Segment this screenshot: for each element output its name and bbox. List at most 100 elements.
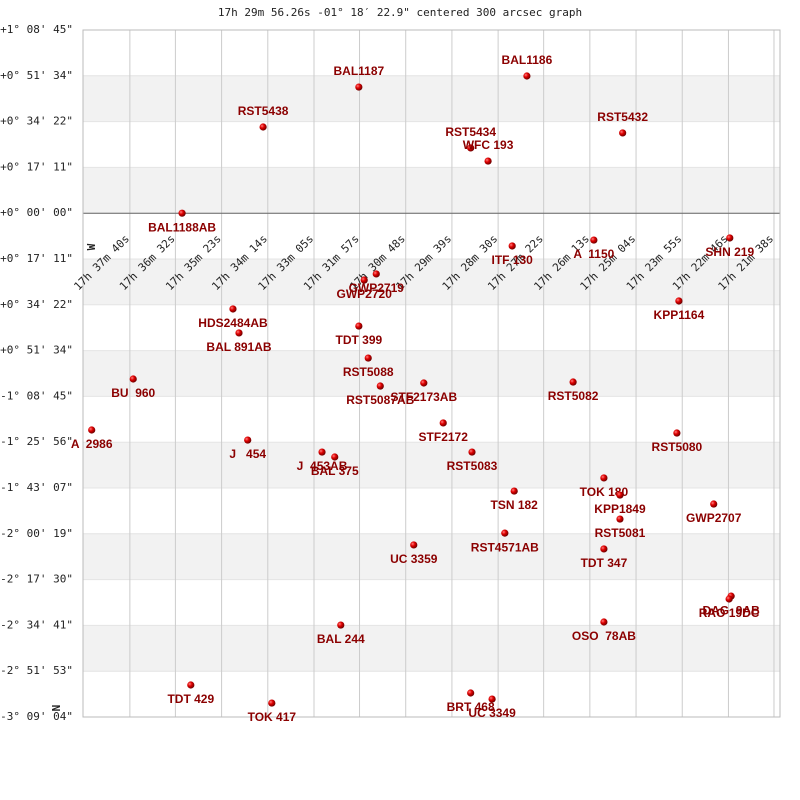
star-point — [523, 72, 531, 80]
y-tick-label: -3° 09' 04" — [0, 710, 73, 723]
star-label: TDT 399 — [336, 333, 383, 347]
bands — [83, 75, 780, 672]
star-label: KPP1164 — [654, 308, 705, 322]
band — [83, 533, 780, 580]
star-point — [178, 209, 186, 217]
star-label: RST5438 — [238, 104, 289, 118]
star-label: BRT 468 — [447, 700, 495, 714]
star-label: RST5088 — [343, 365, 394, 379]
star-label: A 2986 — [71, 437, 113, 451]
star-label: RST5081 — [595, 526, 646, 540]
star-point — [235, 329, 243, 337]
star-label: A 1150 — [573, 247, 614, 261]
star-point — [675, 297, 683, 305]
star-point — [187, 681, 195, 689]
star-label: UC 3359 — [390, 552, 438, 566]
star-point — [259, 123, 267, 131]
star-label: SHN 219 — [705, 245, 754, 259]
star-point — [355, 83, 363, 91]
star-point — [616, 491, 624, 499]
y-tick-label: -1° 25' 56" — [0, 435, 73, 448]
y-tick-label: -2° 51' 53" — [0, 664, 73, 677]
star-label: RST5082 — [548, 389, 599, 403]
star-point — [337, 621, 345, 629]
star-point — [360, 276, 368, 284]
star-point — [372, 270, 380, 278]
star-point — [467, 689, 475, 697]
west-label: W — [85, 243, 98, 250]
star-label: DAG 9AB — [702, 603, 760, 617]
star-point — [501, 529, 509, 537]
star-point — [88, 426, 96, 434]
band — [83, 167, 780, 214]
star-label: J 453AB — [297, 459, 348, 473]
y-tick-label: +1° 08' 45" — [0, 23, 73, 36]
star-label: RST5087AB — [346, 393, 414, 407]
y-tick-label: -2° 17' 30" — [0, 573, 73, 586]
star-label: ITF 130 — [492, 253, 534, 267]
star-point — [318, 448, 326, 456]
y-tick-label: +0° 34' 22" — [0, 298, 73, 311]
star-label: J 454 — [229, 447, 266, 461]
y-tick-label: -1° 08' 45" — [0, 389, 73, 402]
star-label: TDT 347 — [581, 556, 628, 570]
star-label: TOK 180 — [580, 485, 629, 499]
star-point — [600, 618, 608, 626]
plot-frame — [82, 29, 781, 718]
star-label: GWP2719 — [349, 281, 405, 295]
star-point — [710, 500, 718, 508]
star-label: HDS2484AB — [198, 316, 268, 330]
star-label: RST5432 — [597, 110, 648, 124]
star-point — [129, 375, 137, 383]
star-label: TSN 182 — [491, 498, 539, 512]
star-point — [590, 236, 598, 244]
star-label: BAL1187 — [334, 64, 385, 78]
star-point — [376, 382, 384, 390]
star-label: BAL1186 — [502, 53, 553, 67]
star-label: GWP2720 — [337, 287, 393, 301]
star-point — [331, 453, 339, 461]
star-label: TDT 429 — [167, 692, 214, 706]
star-label: BAL 891AB — [206, 340, 271, 354]
chart-title: 17h 29m 56.26s -01° 18′ 22.9" centered 3… — [218, 6, 582, 19]
star-label: BAL1188AB — [148, 220, 216, 234]
star-point — [600, 474, 608, 482]
star-point — [410, 541, 418, 549]
y-tick-label: +0° 51' 34" — [0, 344, 73, 357]
star-point — [726, 234, 734, 242]
y-tick-label: +0° 17' 11" — [0, 252, 73, 265]
star-label: GWP2707 — [686, 511, 742, 525]
star-label: WFC 193 — [463, 138, 514, 152]
y-tick-label: +0° 51' 34" — [0, 69, 73, 82]
star-label: STF2172 — [419, 430, 469, 444]
star-point — [510, 487, 518, 495]
band — [83, 625, 780, 672]
y-tick-label: -2° 34' 41" — [0, 618, 73, 631]
star-point — [229, 305, 237, 313]
star-point — [268, 699, 276, 707]
y-tick-label: -2° 00' 19" — [0, 527, 73, 540]
star-label: TOK 417 — [248, 710, 297, 724]
star-point — [600, 545, 608, 553]
star-point — [467, 144, 475, 152]
star-point — [673, 429, 681, 437]
star-point — [439, 419, 447, 427]
star-point — [355, 322, 363, 330]
star-label: RAO 19DC — [699, 606, 760, 620]
band — [83, 75, 780, 122]
y-tick-label: +0° 34' 22" — [0, 115, 73, 128]
star-point — [244, 436, 252, 444]
star-label: BAL 244 — [317, 632, 365, 646]
star-point — [364, 354, 372, 362]
star-point — [488, 695, 496, 703]
star-label: STF2173AB — [390, 390, 457, 404]
star-label: OSO 78AB — [572, 629, 636, 643]
star-label: UC 3349 — [468, 706, 516, 720]
band — [83, 442, 780, 488]
star-point — [725, 595, 733, 603]
y-tick-label: +0° 00' 00" — [0, 206, 73, 219]
star-label: RST5434 — [445, 125, 496, 139]
star-point — [420, 379, 428, 387]
y-tick-label: +0° 17' 11" — [0, 160, 73, 173]
star-point — [508, 242, 516, 250]
